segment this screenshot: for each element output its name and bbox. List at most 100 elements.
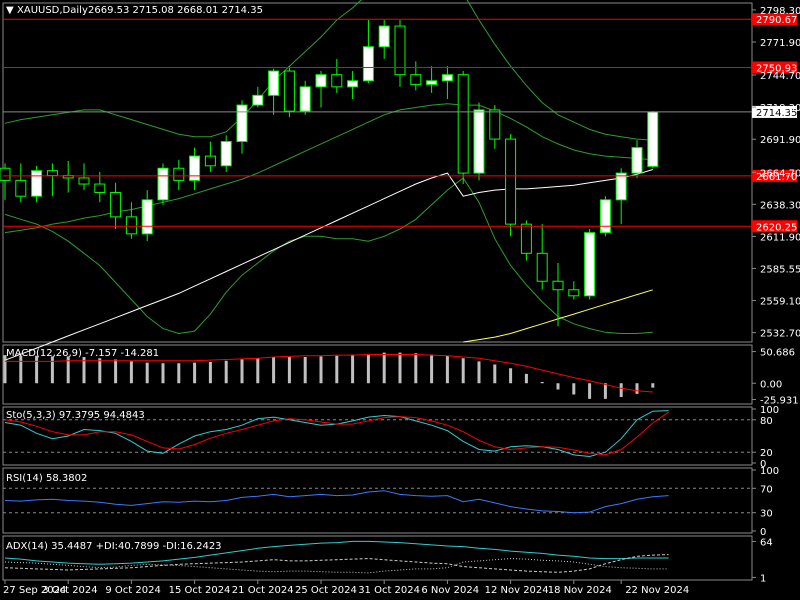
candle-body [252,94,264,106]
macd-histogram-bar [509,368,513,384]
macd-histogram-bar [66,356,70,384]
rsi-tick-label: 30 [760,509,773,520]
adx-panel: 64 1 [4,537,773,584]
macd-histogram-bar [414,353,418,384]
candle-body [315,74,327,88]
macd-histogram-bar [366,353,370,384]
candle-body [110,192,122,218]
stoch-tick-label: 100 [760,405,779,416]
candle-body [647,111,659,167]
candle-body [283,70,295,112]
adx-tick-label: 1 [760,573,766,584]
symbol-dropdown-icon[interactable]: ▼ [6,5,14,16]
candle-body [31,170,43,197]
price-tick-label: 2744.70 [760,71,800,82]
macd-histogram-bar [19,355,23,384]
macd-histogram-bar [256,358,260,384]
bollinger-middle-line [4,103,653,234]
macd-histogram-bar [50,356,54,384]
candle-body [631,147,643,174]
macd-histogram-bar [572,383,576,395]
symbol-label: XAUUSD,Daily [17,5,88,16]
time-tick-label: 3 Oct 2024 [42,585,97,596]
candle-body [141,199,153,235]
macd-histogram-bar [319,356,323,384]
minus-di-line [4,558,669,574]
macd-histogram-bar [619,383,623,397]
panel-frame-adx [2,535,753,581]
rsi-line [4,490,669,514]
macd-histogram-bar [588,383,592,399]
candle-body [536,252,548,282]
macd-histogram-bar [240,359,244,384]
level-price-label: 2620.25 [756,222,797,233]
macd-histogram-bar [3,355,7,384]
macd-histogram-bar [524,373,528,384]
price-tick-label: 2691.90 [760,135,800,146]
candle-body [520,223,532,254]
stoch-signal-line [4,411,669,456]
candle-body [157,167,169,201]
macd-histogram-bar [351,354,355,384]
rsi-label: RSI(14) 58.3802 [6,473,87,484]
macd-histogram-bar [114,359,118,384]
time-tick-label: 18 Nov 2024 [548,585,612,596]
candle-body [268,70,280,96]
time-tick-label: 21 Oct 2024 [232,585,294,596]
macd-signal-line [5,354,653,393]
macd-histogram-bar [603,383,607,399]
candle-body [394,25,406,76]
candle-body [46,170,58,177]
candle-body [489,109,501,140]
macd-histogram-bar [193,362,197,384]
candle-body [299,86,311,112]
candle-body [584,232,596,297]
candle-body [173,167,185,181]
candle-body [599,199,611,234]
level-price-tag [752,169,797,182]
time-tick-label: 9 Oct 2024 [105,585,160,596]
adx-line [4,540,669,565]
rsi-panel: 100 70 30 0 [3,466,779,538]
panel-frame-rsi [2,467,753,534]
price-tick-label: 2638.30 [760,200,800,211]
price-axis: 2798.30 2771.90 2744.70 2718.30 2691.90 2664.… [752,6,800,340]
macd-histogram-bar [382,352,386,384]
stoch-tick-label: 80 [760,416,773,427]
rsi-tick-label: 0 [760,527,766,538]
macd-panel: 50.686 0.00 -25.931 [3,348,799,406]
candle-body [94,183,106,194]
candle-body [15,179,27,197]
macd-histogram-bar [224,360,228,384]
candle-body [615,172,627,201]
price-tick-label: 2664.70 [760,168,800,179]
candle-body [410,74,422,85]
slow-moving-average-line [4,169,653,361]
time-tick-label: 25 Oct 2024 [295,585,357,596]
macd-histogram-bar [493,364,497,384]
level-price-tag [752,13,797,26]
level-price-tag [752,61,797,74]
plus-di-line [4,554,669,573]
macd-tick-label: 50.686 [760,348,795,359]
macd-histogram-bar [208,362,212,384]
price-tick-label: 2532.70 [760,329,800,340]
candles [0,20,659,327]
macd-tick-label: 0.00 [760,379,782,390]
moving-averages [4,169,653,361]
time-tick-label: 6 Nov 2024 [421,585,479,596]
time-tick-label: 22 Nov 2024 [625,585,689,596]
macd-histogram-bar [303,357,307,384]
time-tick-label: 12 Nov 2024 [485,585,549,596]
horizontal-levels[interactable]: 2790.67 2750.93 2661.70 2620.25 2714.35 [3,13,797,233]
stoch-tick-label: 0 [760,459,766,470]
candle-body [0,167,11,181]
macd-histogram-bar [445,355,449,384]
price-tick-label: 2585.55 [760,264,800,275]
candle-body [125,216,137,235]
rsi-tick-label: 100 [760,466,779,477]
candle-body [189,155,201,181]
price-tick-label: 2718.30 [760,103,800,114]
